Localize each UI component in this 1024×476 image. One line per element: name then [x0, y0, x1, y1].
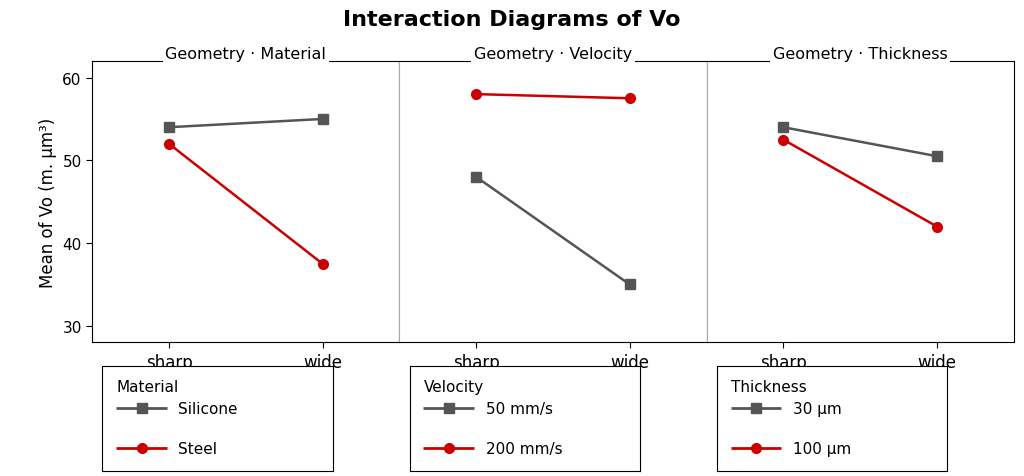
Text: Geometry · Velocity: Geometry · Velocity	[474, 47, 632, 62]
Text: 100 μm: 100 μm	[793, 441, 851, 456]
Text: Velocity: Velocity	[424, 379, 483, 394]
Text: Silicone: Silicone	[178, 401, 238, 416]
Text: Steel: Steel	[178, 441, 217, 456]
Text: Interaction Diagrams of Vo: Interaction Diagrams of Vo	[343, 10, 681, 30]
Text: 30 μm: 30 μm	[793, 401, 842, 416]
Text: 50 mm/s: 50 mm/s	[485, 401, 553, 416]
Text: Material: Material	[116, 379, 178, 394]
Text: Thickness: Thickness	[730, 379, 806, 394]
Y-axis label: Mean of Vo (m. μm³): Mean of Vo (m. μm³)	[39, 118, 56, 287]
Text: Geometry · Material: Geometry · Material	[165, 47, 327, 62]
Text: 200 mm/s: 200 mm/s	[485, 441, 562, 456]
Text: Geometry · Thickness: Geometry · Thickness	[773, 47, 947, 62]
